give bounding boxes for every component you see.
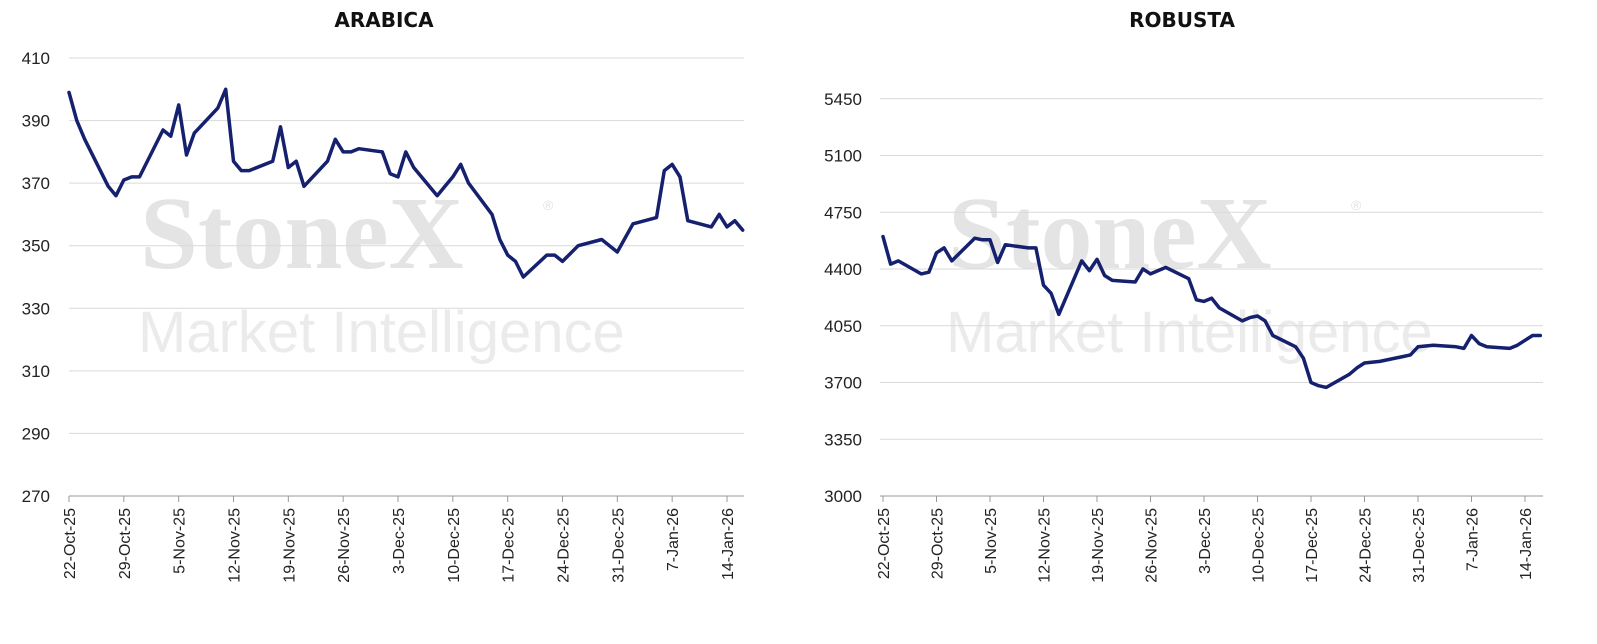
x-tick-label: 5-Nov-25 <box>983 508 1000 574</box>
y-tick-label: 310 <box>22 362 50 381</box>
y-tick-label: 410 <box>22 49 50 68</box>
x-tick-label: 22-Oct-25 <box>62 508 79 579</box>
y-tick-label: 4050 <box>824 317 862 336</box>
chart-title: ARABICA <box>334 8 434 32</box>
x-tick-label: 12-Nov-25 <box>1037 508 1054 583</box>
x-tick-label: 19-Nov-25 <box>1090 508 1107 583</box>
x-tick-label: 31-Dec-25 <box>1411 508 1428 583</box>
x-tick-label: 24-Dec-25 <box>556 508 573 583</box>
x-tick-label: 7-Jan-26 <box>1465 508 1482 571</box>
y-tick-label: 3700 <box>824 374 862 393</box>
x-tick-label: 3-Dec-25 <box>391 508 408 574</box>
watermark-registered: ® <box>543 197 554 213</box>
watermark-subtitle: Market Intelligence <box>946 300 1433 365</box>
y-tick-label: 350 <box>22 237 50 256</box>
chart-title: ROBUSTA <box>1129 8 1235 32</box>
watermark-brand: StoneX <box>140 176 464 291</box>
x-tick-label: 10-Dec-25 <box>1251 508 1268 583</box>
series-line <box>881 234 1543 390</box>
x-tick-label: 17-Dec-25 <box>1304 508 1321 583</box>
series-line <box>67 87 745 279</box>
watermark-registered: ® <box>1351 197 1362 213</box>
x-tick-label: 17-Dec-25 <box>501 508 518 583</box>
robusta-chart: ROBUSTA 3000 3350 3700 4050 4400 4750 5100 5450 2… <box>824 8 1543 583</box>
y-tick-label: 390 <box>22 112 50 131</box>
watermark-subtitle: Market Intelligence <box>138 300 625 365</box>
y-tick-label: 330 <box>22 299 50 318</box>
x-tick-label: 26-Nov-25 <box>1144 508 1161 583</box>
x-tick-label: 7-Jan-26 <box>665 508 682 571</box>
x-tick-label: 14-Jan-26 <box>1518 508 1535 580</box>
watermark-left: StoneX ® Market Intelligence <box>138 176 625 365</box>
y-tick-label: 5100 <box>824 147 862 166</box>
watermark-right: StoneX ® Market Intelligence <box>946 176 1433 365</box>
y-tick-label: 4750 <box>824 203 862 222</box>
x-tick-label: 12-Nov-25 <box>227 508 244 583</box>
x-tick-label: 19-Nov-25 <box>281 508 298 583</box>
arabica-chart: ARABICA 270 290 310 330 350 370 390 410 22-Oct-25… <box>22 8 745 583</box>
y-tick-label: 4400 <box>824 260 862 279</box>
x-tick-label: 5-Nov-25 <box>172 508 189 574</box>
x-tick-label: 10-Dec-25 <box>446 508 463 583</box>
x-tick-label: 29-Oct-25 <box>930 508 947 579</box>
x-tick-label: 31-Dec-25 <box>610 508 627 583</box>
x-tick-label: 29-Oct-25 <box>117 508 134 579</box>
y-tick-label: 370 <box>22 174 50 193</box>
x-tick-label: 22-Oct-25 <box>876 508 893 579</box>
x-tick-label: 3-Dec-25 <box>1197 508 1214 574</box>
y-tick-label: 3000 <box>824 487 862 506</box>
x-tick-label: 14-Jan-26 <box>720 508 737 580</box>
y-tick-label: 5450 <box>824 90 862 109</box>
x-tick-label: 24-Dec-25 <box>1358 508 1375 583</box>
x-tick-label: 26-Nov-25 <box>336 508 353 583</box>
y-tick-label: 290 <box>22 424 50 443</box>
watermark-brand: StoneX <box>948 176 1272 291</box>
y-tick-label: 3350 <box>824 430 862 449</box>
y-tick-label: 270 <box>22 487 50 506</box>
